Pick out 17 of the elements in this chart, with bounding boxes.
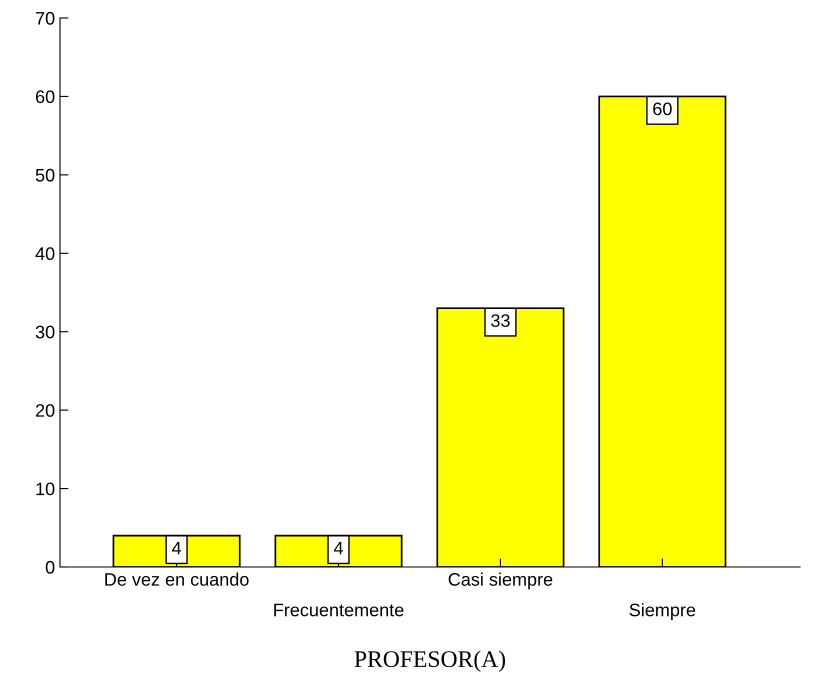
y-tick-label: 20 xyxy=(36,404,54,417)
x-tick-label: De vez en cuando xyxy=(105,572,249,586)
x-tick-label: Frecuentemente xyxy=(274,604,404,616)
data-label: 4 xyxy=(334,542,344,554)
y-tick-label: 60 xyxy=(36,90,54,104)
y-tick-label: 30 xyxy=(36,326,54,338)
y-tick-label: 50 xyxy=(36,168,54,182)
y-tick-label: 0 xyxy=(46,560,54,574)
x-tick-label: Siempre xyxy=(630,603,696,620)
x-axis-title: PROFESOR(A) xyxy=(354,650,506,672)
data-label: 60 xyxy=(653,102,672,116)
x-tick-label: Casi siempre xyxy=(448,572,552,590)
y-tick-label: 70 xyxy=(36,12,54,25)
y-tick-label: 40 xyxy=(35,247,54,260)
y-tick-label: 10 xyxy=(36,482,54,496)
data-label: 33 xyxy=(491,314,510,328)
data-label: 4 xyxy=(172,542,182,554)
